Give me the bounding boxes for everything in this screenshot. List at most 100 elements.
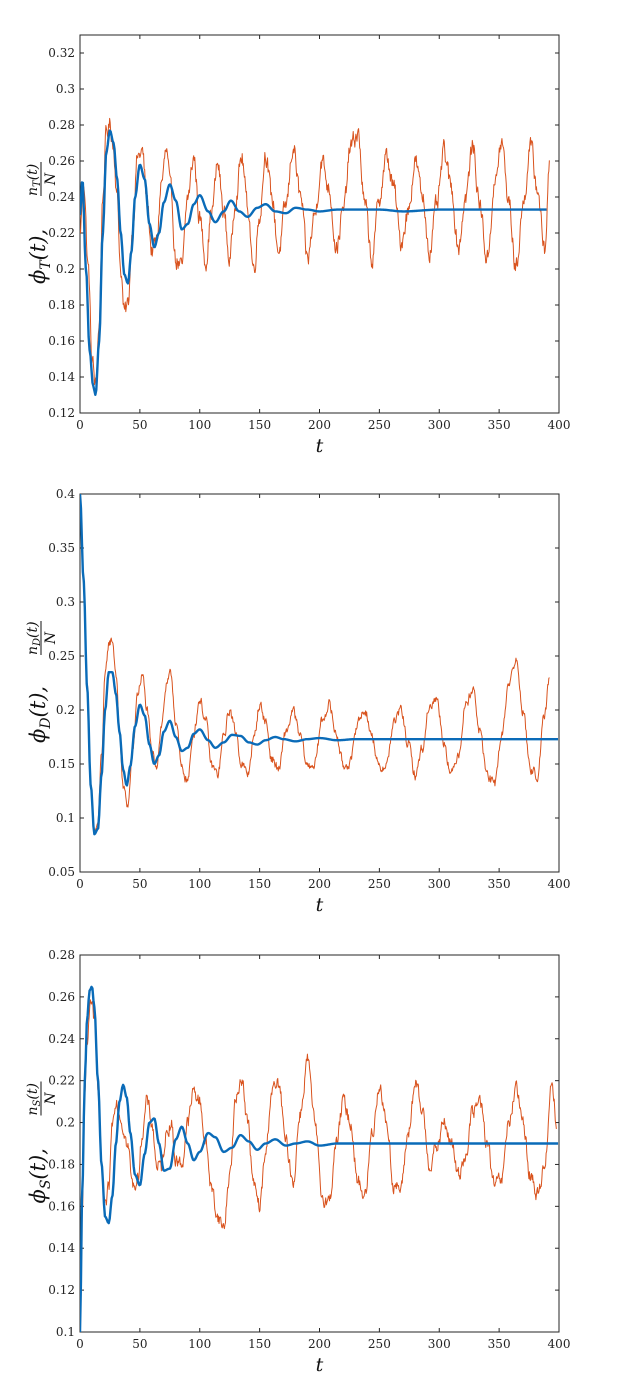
chart-panel-3: 0 50 100 150 200 250 300 350 400 0.1 0.12 0.14 0.16 0… (25, 948, 570, 1376)
y-label-frac-n-arg: (t) (25, 621, 41, 638)
y-tick-label: 0.2 (56, 703, 75, 717)
y-label-fraction-numerator: nD(t) (25, 621, 43, 655)
y-label-frac-n-sub: D (32, 638, 43, 647)
x-tick-label: 350 (488, 418, 511, 432)
series-line-simulation (80, 117, 550, 386)
y-tick-label: 0.15 (48, 757, 75, 771)
chart-panel-2: 0 50 100 150 200 250 300 350 400 0.05 0.1 0.15 0.2 0.… (25, 487, 570, 916)
x-tick-label: 50 (132, 877, 147, 891)
y-tick-label: 0.1 (56, 1325, 75, 1339)
x-tick-label: 100 (188, 877, 211, 891)
x-tick-label: 250 (368, 418, 391, 432)
y-label-phi-sub: S (38, 1180, 54, 1190)
y-label-phi: ϕ (26, 270, 50, 284)
x-tick-label: 250 (368, 877, 391, 891)
y-tick-label: 0.24 (48, 1032, 75, 1046)
x-tick-label: 150 (248, 1337, 271, 1351)
y-tick-label: 0.14 (48, 1241, 75, 1255)
x-tick-label: 300 (428, 877, 451, 891)
x-tick-label: 0 (76, 418, 84, 432)
y-label-arg: (t), (26, 1148, 50, 1180)
y-label-fraction-denominator: N (43, 172, 59, 186)
y-label-fraction-numerator: nT(t) (25, 164, 43, 196)
y-label-frac-n-arg: (t) (25, 1083, 41, 1100)
x-tick-label: 0 (76, 1337, 84, 1351)
x-tick-label: 150 (248, 418, 271, 432)
series-line-deterministic (80, 494, 559, 836)
y-label-fraction-denominator: N (43, 1092, 59, 1106)
y-tick-label: 0.22 (48, 1074, 75, 1088)
plot-area (79, 493, 560, 873)
y-label-phi: ϕ (26, 729, 50, 743)
x-tick-label: 350 (488, 1337, 511, 1351)
x-tick-label: 50 (132, 418, 147, 432)
y-tick-label: 0.2 (56, 1116, 75, 1130)
plot-area (79, 34, 560, 414)
x-tick-label: 150 (248, 877, 271, 891)
x-tick-label: 100 (188, 1337, 211, 1351)
y-axis-label: ϕT(t),nT(t) N (25, 162, 59, 284)
y-tick-label: 0.05 (48, 865, 75, 879)
y-tick-label: 0.16 (48, 334, 75, 348)
y-tick-label: 0.35 (48, 541, 75, 555)
series-line-simulation (80, 999, 557, 1329)
y-tick-label: 0.3 (56, 82, 75, 96)
y-tick-label: 0.16 (48, 1199, 75, 1213)
y-tick-label: 0.28 (48, 948, 75, 962)
y-axis-label-main: ϕD(t), (26, 686, 54, 743)
y-tick-label: 0.25 (48, 649, 75, 663)
y-tick-label: 0.24 (48, 190, 75, 204)
x-tick-label: 50 (132, 1337, 147, 1351)
y-label-frac-n-arg: (t) (25, 164, 41, 181)
y-tick-label: 0.12 (48, 1283, 75, 1297)
y-label-frac-n-sub: S (32, 1099, 43, 1106)
y-label-arg: (t), (26, 686, 50, 718)
y-label-fraction-numerator: nS(t) (25, 1083, 43, 1115)
y-label-phi-sub: D (38, 717, 54, 729)
x-tick-label: 300 (428, 1337, 451, 1351)
y-tick-label: 0.28 (48, 118, 75, 132)
x-tick-label: 200 (308, 1337, 331, 1351)
y-axis-label-main: ϕS(t), (26, 1148, 54, 1203)
chart-panel-1: 0 50 100 150 200 250 300 350 400 0.12 0.14 0.16 0.18… (25, 34, 571, 457)
y-tick-label: 0.12 (48, 406, 75, 420)
y-tick-label: 0.3 (56, 595, 75, 609)
x-tick-label: 250 (368, 1337, 391, 1351)
y-axis-label-main: ϕT(t), (26, 229, 54, 284)
y-label-phi: ϕ (26, 1189, 50, 1203)
y-tick-label: 0.18 (48, 298, 75, 312)
y-label-arg: (t), (26, 229, 50, 261)
y-axis-label: ϕS(t),nS(t) N (25, 1081, 59, 1204)
x-tick-label: 350 (488, 877, 511, 891)
y-axis-label: ϕD(t),nD(t)N (25, 621, 59, 743)
x-axis-label: t (316, 1354, 324, 1376)
y-tick-label: 0.14 (48, 370, 75, 384)
x-tick-label: 200 (308, 877, 331, 891)
x-tick-label: 400 (548, 1337, 571, 1351)
y-tick-label: 0.26 (48, 154, 75, 168)
y-label-frac-n: n (25, 646, 41, 655)
y-label-frac-n: n (25, 187, 41, 196)
y-label-fraction-denominator: N (43, 631, 59, 645)
x-tick-label: 300 (428, 418, 451, 432)
y-tick-label: 0.1 (56, 811, 75, 825)
x-tick-label: 200 (308, 418, 331, 432)
series-line-deterministic (80, 129, 547, 396)
x-tick-label: 400 (548, 877, 571, 891)
y-label-frac-n-sub: T (32, 179, 43, 187)
x-axis-label: t (316, 435, 324, 457)
x-tick-label: 0 (76, 877, 84, 891)
y-tick-label: 0.18 (48, 1157, 75, 1171)
y-label-frac-n: n (25, 1106, 41, 1115)
series-line-deterministic (80, 985, 559, 1332)
y-tick-label: 0.4 (56, 487, 75, 501)
x-tick-label: 400 (548, 418, 571, 432)
y-label-phi-sub: T (38, 259, 54, 270)
y-tick-label: 0.32 (48, 46, 75, 60)
y-tick-label: 0.2 (56, 262, 75, 276)
y-tick-label: 0.26 (48, 990, 75, 1004)
y-tick-label: 0.22 (48, 226, 75, 240)
x-axis-label: t (316, 894, 324, 916)
x-tick-label: 100 (188, 418, 211, 432)
